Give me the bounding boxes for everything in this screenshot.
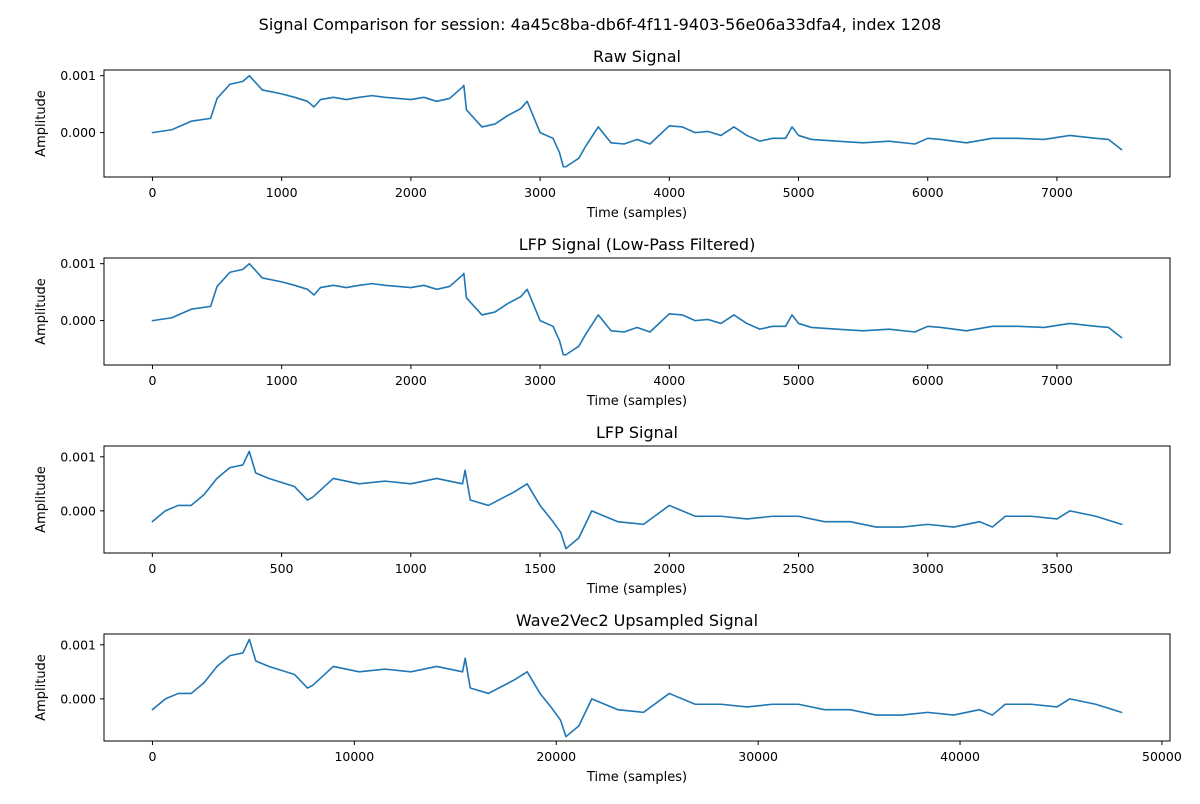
marks-layer: 0 500 1000 1500 2000 2500 3000 3500 0.000 0.001	[60, 449, 1123, 576]
x-axis-label: Time (samples)	[586, 206, 687, 221]
subplot-wave2vec2-upsampled: Wave2Vec2 Upsampled Signal Time (samples…	[34, 611, 1182, 785]
subplot-title: Wave2Vec2 Upsampled Signal	[516, 611, 758, 630]
signal-line	[151, 262, 1123, 356]
x-tick-label: 500	[270, 561, 294, 576]
y-axis-label: Amplitude	[34, 278, 49, 345]
y-axis-label: Amplitude	[34, 654, 49, 721]
y-tick-label: 0.001	[60, 449, 96, 464]
plot-area	[103, 445, 1171, 554]
x-tick-label: 1000	[266, 185, 298, 200]
marks-layer: 0 1000 2000 3000 4000 5000 6000 7000 0.000 0.001	[60, 256, 1123, 388]
x-tick-label: 40000	[940, 749, 980, 764]
marks-layer: 0 10000 20000 30000 40000 50000 0.000 0.001	[60, 637, 1182, 764]
subplot-lfp-signal: LFP Signal Time (samples) Amplitude 0 500…	[34, 423, 1171, 597]
plot-area	[103, 69, 1171, 178]
x-tick-label: 50000	[1142, 749, 1182, 764]
plot-area	[103, 257, 1171, 366]
y-tick-label: 0.000	[60, 503, 96, 518]
x-tick-label: 0	[148, 185, 156, 200]
x-axis-label: Time (samples)	[586, 582, 687, 597]
marks-layer: 0 1000 2000 3000 4000 5000 6000 7000 0.000 0.001	[60, 68, 1123, 200]
x-tick-label: 1500	[524, 561, 556, 576]
x-tick-label: 1000	[266, 373, 298, 388]
x-tick-label: 0	[148, 749, 156, 764]
y-tick-label: 0.000	[60, 691, 96, 706]
signal-line	[151, 638, 1123, 738]
x-tick-label: 1000	[395, 561, 427, 576]
subplot-title: LFP Signal (Low-Pass Filtered)	[519, 235, 756, 254]
x-tick-label: 2000	[653, 561, 685, 576]
x-tick-label: 2500	[783, 561, 815, 576]
x-tick-label: 10000	[334, 749, 374, 764]
figure-suptitle: Signal Comparison for session: 4a45c8ba-…	[259, 15, 942, 34]
y-tick-label: 0.001	[60, 256, 96, 271]
signal-line	[151, 74, 1123, 168]
x-tick-label: 30000	[738, 749, 778, 764]
subplot-title: Raw Signal	[593, 47, 681, 66]
y-axis-label: Amplitude	[34, 466, 49, 533]
x-tick-label: 5000	[783, 373, 815, 388]
x-tick-label: 7000	[1041, 373, 1073, 388]
x-tick-label: 4000	[653, 373, 685, 388]
y-tick-label: 0.000	[60, 125, 96, 140]
x-tick-label: 5000	[783, 185, 815, 200]
x-tick-label: 6000	[912, 185, 944, 200]
x-tick-label: 3000	[524, 373, 556, 388]
subplot-lfp-low-pass: LFP Signal (Low-Pass Filtered) Time (sam…	[34, 235, 1171, 409]
plot-area	[103, 633, 1171, 742]
x-tick-label: 7000	[1041, 185, 1073, 200]
subplot-raw-signal: Raw Signal Time (samples) Amplitude 0 100…	[34, 47, 1171, 221]
x-tick-label: 2000	[395, 185, 427, 200]
x-tick-label: 6000	[912, 373, 944, 388]
y-tick-label: 0.001	[60, 637, 96, 652]
y-tick-label: 0.001	[60, 68, 96, 83]
signal-line	[151, 450, 1123, 550]
x-tick-label: 3000	[912, 561, 944, 576]
y-axis-label: Amplitude	[34, 90, 49, 157]
y-tick-label: 0.000	[60, 313, 96, 328]
x-axis-label: Time (samples)	[586, 770, 687, 785]
x-axis-label: Time (samples)	[586, 394, 687, 409]
x-tick-label: 4000	[653, 185, 685, 200]
x-tick-label: 3000	[524, 185, 556, 200]
x-tick-label: 0	[148, 373, 156, 388]
subplot-title: LFP Signal	[596, 423, 678, 442]
x-tick-label: 2000	[395, 373, 427, 388]
x-tick-label: 3500	[1041, 561, 1073, 576]
x-tick-label: 0	[148, 561, 156, 576]
x-tick-label: 20000	[536, 749, 576, 764]
